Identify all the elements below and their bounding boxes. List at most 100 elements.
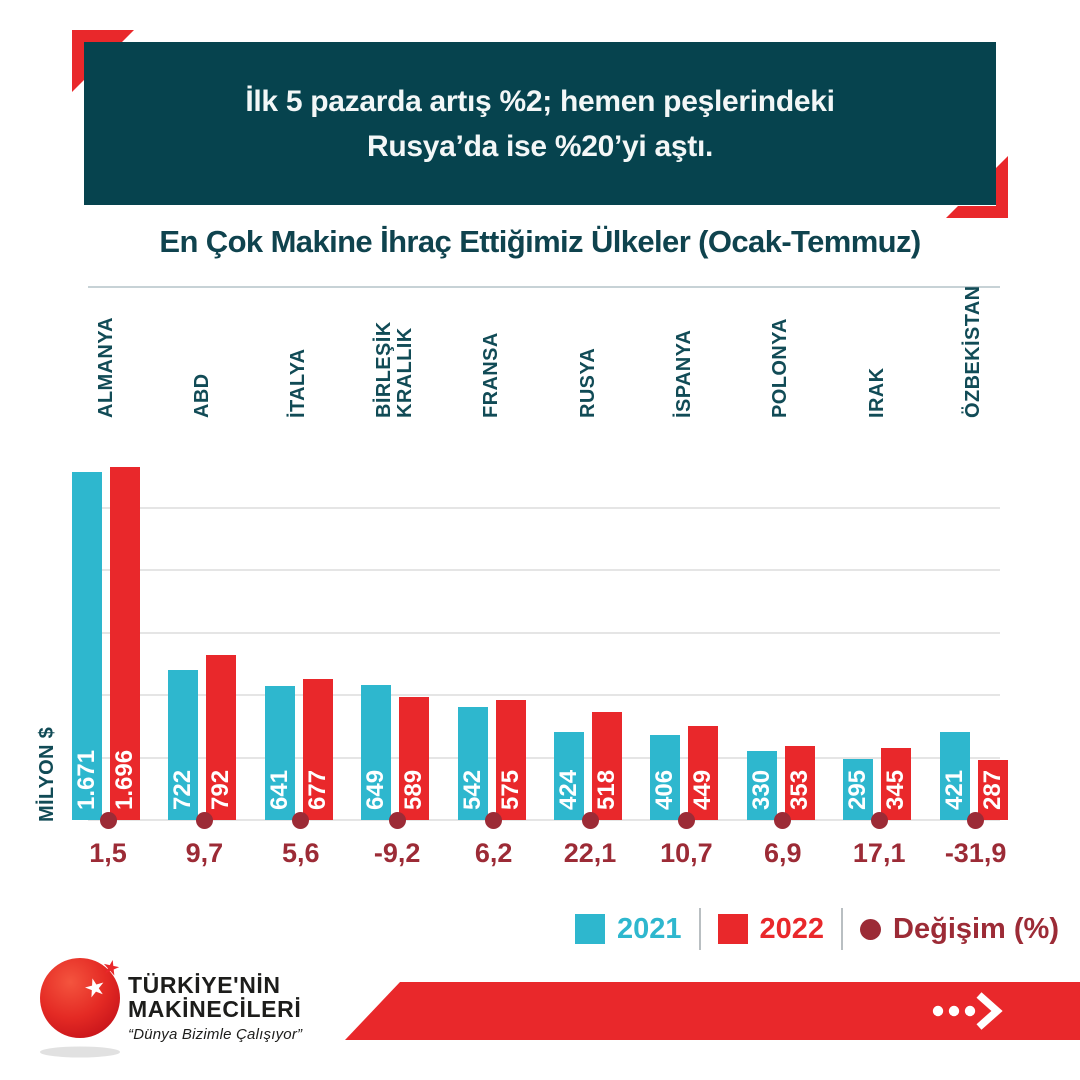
bar-2022 (399, 697, 430, 820)
corner-accent-bottom-right-icon (946, 156, 1008, 218)
bar-2021 (554, 732, 584, 820)
gridline (88, 694, 1000, 696)
change-dot-icon (581, 811, 599, 829)
change-dot-icon (292, 811, 310, 829)
gridline (88, 756, 1000, 759)
legend-divider (841, 908, 844, 950)
category-label: ÖZBEKİSTAN (962, 285, 985, 418)
header-text-line-1: İlk 5 pazarda artış %2; hemen peşlerinde… (245, 84, 835, 118)
bar-value-label: 792 (207, 769, 235, 810)
legend-swatch-2021 (575, 914, 605, 944)
chart-legend: 2021 2022 Değişim (%) (575, 906, 1059, 952)
category-label: BİRLEŞİK KRALLIK (373, 321, 417, 418)
header-text-line-2: Rusya’da ise %20’yi aştı. (366, 129, 714, 163)
bar-value-label: 424 (555, 769, 582, 810)
brand-name-line-1: TÜRKİYE'NİN (128, 972, 281, 998)
gridline (88, 506, 1000, 509)
change-dot-icon (967, 811, 985, 829)
change-dot-icon (774, 811, 792, 829)
change-percent-label: 9,7 (185, 838, 224, 868)
legend-divider (698, 908, 701, 950)
gridline (88, 819, 1000, 821)
bar-2022 (302, 679, 333, 820)
gridline (88, 569, 1000, 571)
bar-2021 (746, 751, 777, 820)
change-percent-label: 1,5 (89, 838, 127, 868)
bar-2021 (650, 735, 681, 820)
bar-value-label: 421 (940, 769, 968, 810)
change-percent-label: 6,2 (474, 838, 513, 868)
next-banner-button[interactable] (0, 975, 1080, 1045)
bar-2021 (168, 670, 199, 820)
brand-name-line-2: MAKİNECİLERİ (128, 996, 302, 1022)
change-percent-label: 5,6 (282, 838, 320, 868)
bar-value-label: 641 (265, 769, 293, 810)
bar-value-label: 353 (785, 769, 813, 810)
category-label: ABD (190, 373, 213, 418)
bar-2021 (264, 686, 295, 820)
change-percent-label: 22,1 (563, 838, 617, 868)
bar-value-label: 649 (362, 769, 390, 810)
legend-label-degisim: Değişim (%) (893, 912, 1060, 945)
bar-value-label: 677 (303, 769, 331, 810)
bar-value-label: 295 (844, 769, 872, 810)
bar-2021 (843, 759, 874, 820)
change-percent-label: 17,1 (852, 838, 906, 868)
bar-value-label: 287 (978, 769, 1006, 810)
bar-2021 (361, 685, 392, 820)
change-percent-label: 10,7 (660, 838, 713, 868)
bar-2022 (495, 700, 526, 820)
brand-tagline: “Dünya Bizimle Çalışıyor” (128, 1026, 303, 1043)
category-label: RUSYA (576, 347, 599, 418)
bar-value-label: 406 (651, 769, 679, 810)
change-dot-icon (195, 811, 213, 829)
bar-2021 (457, 707, 488, 820)
bar-2022 (688, 726, 719, 820)
category-label: FRANSA (480, 332, 503, 418)
change-percent-label: -31,9 (944, 838, 1007, 868)
change-dot-icon (870, 811, 888, 829)
legend-dot-degisim-icon (860, 918, 882, 940)
bar-2021 (72, 472, 102, 820)
logo-red-star-icon (103, 959, 120, 976)
change-percent-label: -9,2 (373, 838, 421, 868)
ellipsis-dots-icon (932, 1005, 976, 1017)
legend-label-2022: 2022 (759, 912, 825, 945)
bar-2022 (881, 748, 912, 820)
title-separator-line (88, 286, 1000, 288)
chevron-right-icon (976, 992, 1003, 1030)
bar-2022 (592, 712, 622, 820)
bar-value-label: 449 (689, 769, 717, 810)
bar-value-label: 518 (593, 769, 620, 810)
chart-title: En Çok Makine İhraç Ettiğimiz Ülkeler (O… (159, 224, 921, 259)
change-dot-icon (485, 811, 503, 829)
gridline (88, 631, 1000, 634)
corner-accent-top-left-icon (72, 30, 134, 92)
red-globe-star-logo (40, 958, 120, 1058)
bar-2022 (977, 760, 1008, 820)
legend-swatch-2022 (717, 914, 748, 944)
category-label: POLONYA (769, 318, 792, 418)
bar-value-label: 330 (747, 769, 775, 810)
category-label: IRAK (865, 367, 888, 419)
category-label: ALMANYA (94, 317, 117, 418)
bar-value-label: 589 (400, 769, 428, 810)
bar-value-label: 345 (882, 769, 910, 810)
banner-ribbon (345, 982, 1080, 1040)
change-percent-label: 6,9 (764, 838, 802, 868)
change-dot-icon (388, 811, 406, 829)
logo-shadow (40, 1046, 120, 1058)
bar-value-label: 575 (496, 769, 524, 810)
legend-label-2021: 2021 (617, 912, 682, 945)
header-corner-accents (72, 30, 1008, 218)
bar-value-label: 722 (169, 769, 197, 810)
header-banner: İlk 5 pazarda artış %2; hemen peşlerinde… (84, 42, 996, 205)
category-label: İSPANYA (672, 329, 695, 418)
change-dot-icon (677, 811, 695, 829)
logo-white-star-icon (85, 978, 104, 998)
bar-2021 (939, 732, 970, 820)
change-dot-icon (99, 811, 117, 829)
brand-text-block: TÜRKİYE'NİN MAKİNECİLERİ “Dünya Bizimle … (128, 973, 302, 1043)
